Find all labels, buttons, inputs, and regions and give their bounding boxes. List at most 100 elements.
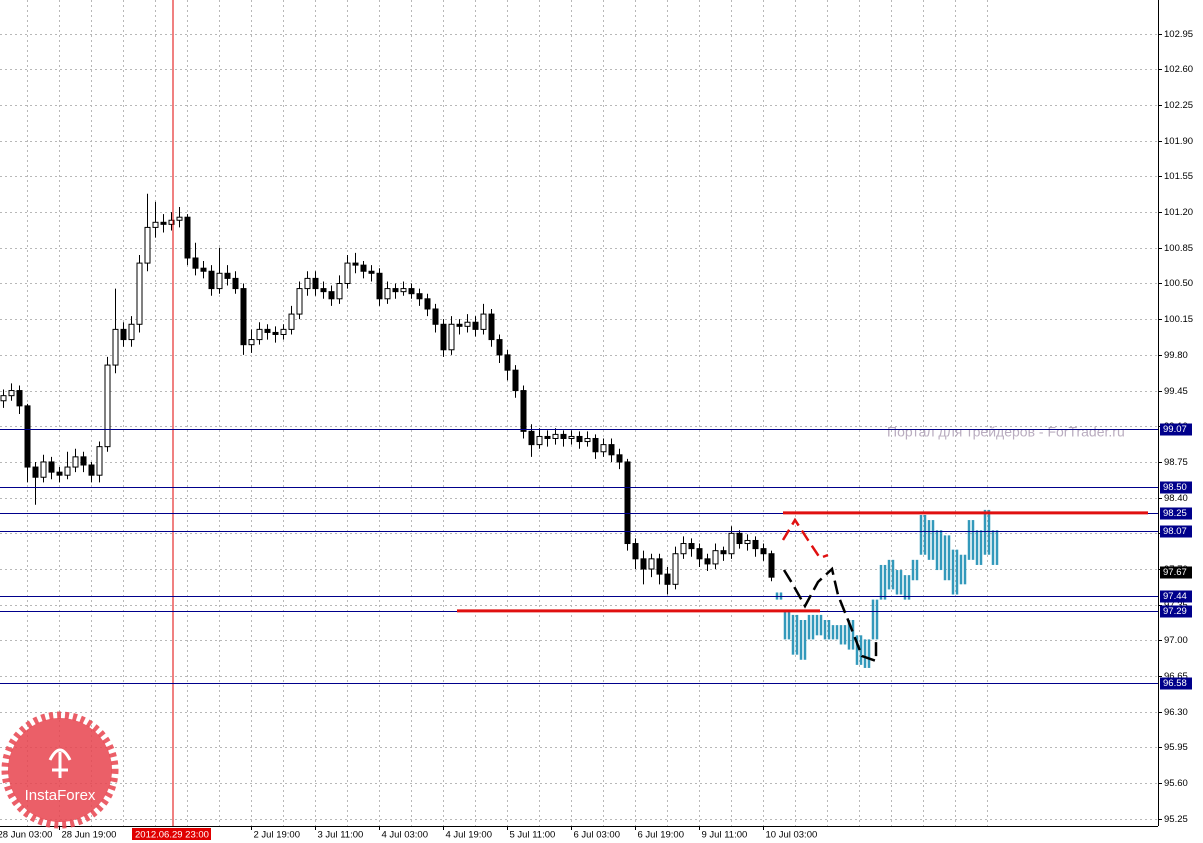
candle-body — [736, 532, 743, 545]
y-tick-label: 101.90 — [1164, 136, 1193, 147]
y-tick-label: 101.20 — [1164, 207, 1193, 218]
candle-body — [296, 288, 303, 315]
candle-body — [256, 328, 263, 341]
candle-body — [32, 466, 39, 478]
current-price-label: 97.67 — [1163, 567, 1187, 578]
candle-body — [24, 405, 31, 468]
candle-body — [456, 323, 463, 327]
candle-body — [712, 550, 719, 565]
candle-body — [560, 433, 567, 439]
candle-body — [176, 216, 183, 221]
candle-body — [528, 430, 535, 446]
y-tick-label: 99.80 — [1164, 350, 1188, 361]
candle-body — [760, 548, 767, 555]
y-tick-label: 102.60 — [1164, 64, 1193, 75]
candle-body — [576, 435, 583, 443]
plot-area: Портал для трейдеров - ForTrader.ru — [0, 0, 1158, 826]
candle-body — [464, 321, 471, 327]
candle-body — [488, 313, 495, 341]
y-tick-label: 97.00 — [1164, 635, 1188, 646]
candle-body — [744, 539, 751, 545]
level-label-box — [1160, 481, 1192, 494]
candle-body — [72, 456, 79, 468]
candle-body — [584, 437, 591, 443]
candle-body — [664, 573, 671, 585]
x-tick-label: 3 Jul 11:00 — [318, 830, 364, 841]
candle-body — [672, 553, 679, 585]
candle-body — [424, 298, 431, 310]
candle-body — [208, 270, 215, 290]
candle-body — [200, 267, 207, 272]
x-tick-label: 10 Jul 03:00 — [766, 830, 818, 841]
level-label: 97.29 — [1163, 606, 1187, 617]
y-tick-label: 98.75 — [1164, 457, 1188, 468]
candle-body — [408, 288, 415, 295]
y-tick-label: 100.85 — [1164, 243, 1193, 254]
x-tick-label: 6 Jul 03:00 — [574, 830, 620, 841]
candle-body — [272, 331, 279, 335]
candle-body — [688, 543, 695, 550]
candle-body — [280, 328, 287, 335]
candle-body — [232, 277, 239, 290]
candle-body — [192, 257, 199, 269]
candle-body — [128, 323, 135, 341]
candle-body — [504, 354, 511, 371]
candle-body — [320, 288, 327, 293]
pattern-line — [781, 517, 829, 560]
candle-body — [752, 539, 759, 550]
candle-body — [632, 543, 639, 560]
level-label-box — [1160, 423, 1192, 436]
candle-body — [184, 216, 191, 259]
y-tick-label: 96.30 — [1164, 707, 1188, 718]
candle-body — [680, 543, 687, 555]
y-tick-label: 95.95 — [1164, 742, 1188, 753]
watermark: Портал для трейдеров - ForTrader.ru — [887, 424, 1125, 440]
candle-body — [392, 288, 399, 293]
y-tick-label: 98.40 — [1164, 493, 1188, 504]
candle-body — [640, 558, 647, 570]
candle-body — [472, 321, 479, 330]
logo-text: InstaForex — [25, 787, 96, 804]
current-price-box — [1160, 566, 1192, 579]
y-tick-label: 99.45 — [1164, 386, 1188, 397]
y-tick-label: 101.55 — [1164, 171, 1193, 182]
level-label-box — [1160, 590, 1192, 603]
candle-body — [0, 395, 7, 402]
candle-body — [144, 226, 151, 264]
y-tick-label: 102.95 — [1164, 29, 1193, 40]
x-tick-label: 4 Jul 19:00 — [446, 830, 492, 841]
level-label: 98.50 — [1163, 482, 1187, 493]
candle-body — [80, 456, 87, 466]
candle-body — [728, 532, 735, 555]
candle-body — [168, 219, 175, 225]
level-label: 97.44 — [1163, 591, 1187, 602]
crosshair-label: 2012.06.29 23:00 — [135, 830, 209, 841]
crosshair-label-box — [132, 828, 211, 840]
candle-body — [104, 364, 111, 448]
logo-icon — [48, 748, 72, 778]
level-label-box — [1160, 677, 1192, 690]
candle-body — [624, 461, 631, 545]
candle-body — [656, 558, 663, 575]
candle-body — [536, 435, 543, 446]
candle-body — [720, 550, 727, 555]
candle-body — [40, 461, 47, 478]
candle-body — [544, 435, 551, 439]
candle-body — [600, 444, 607, 453]
y-tick-label: 102.25 — [1164, 100, 1193, 111]
x-tick-label: 9 Jul 11:00 — [702, 830, 748, 841]
logo-edge — [1, 711, 119, 829]
level-label-box — [1160, 605, 1192, 618]
candle-body — [480, 313, 487, 330]
candle-body — [152, 221, 159, 228]
candle-body — [336, 282, 343, 300]
x-tick-label: 4 Jul 03:00 — [382, 830, 428, 841]
candle-body — [120, 328, 127, 341]
y-tick-label: 95.25 — [1164, 814, 1188, 825]
candle-body — [16, 390, 23, 407]
candle-body — [592, 437, 599, 453]
candle-body — [552, 433, 559, 439]
y-tick-label: 96.65 — [1164, 671, 1188, 682]
pattern-drawing — [781, 517, 878, 663]
